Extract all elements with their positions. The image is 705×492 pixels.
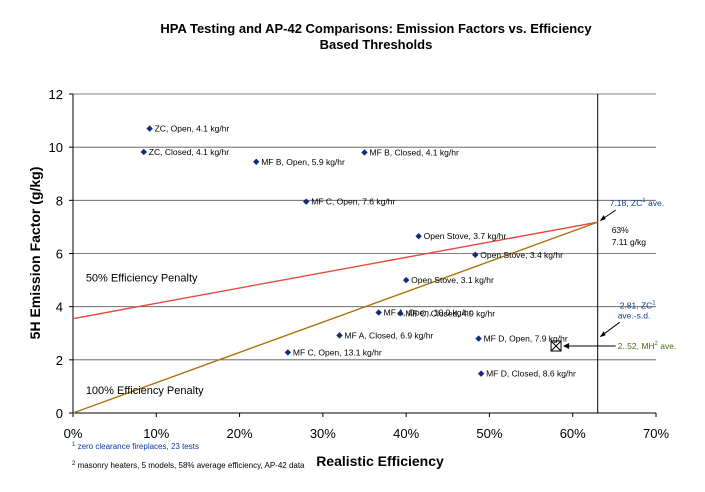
data-points: ZC, Open, 4.1 kg/hr ZC, Closed, 4.1 kg/hr…: [140, 124, 576, 379]
penalty-line: [72, 221, 598, 414]
x-tick-label: 60%: [560, 426, 586, 441]
data-point-marker: [415, 233, 422, 240]
data-point-marker: [146, 125, 153, 132]
penalty-line: [72, 221, 598, 320]
y-tick-label: 2: [56, 353, 63, 368]
data-point-label: MF A, Open, 10.0 kg/hr: [384, 308, 472, 318]
data-point-marker: [375, 309, 382, 316]
x-tick-label: 70%: [643, 426, 669, 441]
data-point-marker: [361, 149, 368, 156]
data-point-label: MF C, Open, 13.1 kg/hr: [293, 347, 382, 357]
intersection-value-label: 7.11 g/kg: [612, 237, 647, 247]
data-point-label: MF D, Closed, 8.6 kg/hr: [486, 369, 576, 379]
x-axis-title: Realistic Efficiency: [316, 453, 444, 469]
y-tick-label: 12: [49, 87, 63, 102]
x-tick-label: 10%: [143, 426, 169, 441]
zc-sd-label-line1: 2.81, ZC1: [620, 300, 657, 310]
y-tick-label: 6: [56, 247, 63, 262]
data-point-marker: [472, 251, 479, 259]
data-point-marker: [477, 370, 485, 377]
mh-average-marker-cross: [550, 340, 562, 352]
intersection-percent-label: 63%: [612, 225, 629, 235]
x-tick-label: 20%: [227, 426, 253, 441]
x-tick-label: 0%: [64, 426, 83, 441]
penalty-line-label: 50% Efficiency Penalty: [86, 272, 198, 284]
chart-title-line1: HPA Testing and AP-42 Comparisons: Emiss…: [160, 21, 592, 36]
data-point-label: ZC, Closed, 4.1 kg/hr: [149, 147, 229, 157]
data-point-marker: [140, 148, 147, 156]
chart-title-line2: Based Thresholds: [320, 37, 433, 52]
data-point-marker: [253, 158, 260, 165]
footnotes: 1 zero clearance fireplaces, 23 tests 2 m…: [72, 442, 305, 470]
data-point-label: MF B, Closed, 4.1 kg/hr: [370, 147, 459, 157]
data-point-label: ZC, Open, 4.1 kg/hr: [155, 124, 230, 134]
x-tick-label: 30%: [310, 426, 336, 441]
data-point-label: Open Stove, 3.4 kg/hr: [480, 250, 563, 260]
data-point-label: MF C, Open, 7.6 kg/hr: [311, 197, 395, 207]
data-point-label: MF D, Open, 7.9 kg/hr: [484, 334, 568, 344]
y-tick-label: 10: [49, 140, 63, 155]
penalty-line-label: 100% Efficiency Penalty: [86, 385, 204, 397]
x-tick-label: 40%: [393, 426, 419, 441]
data-point-label: MF C, Closed, 4.9 kg/hr: [405, 308, 495, 318]
zc-sd-label-line2: ave.-s.d.: [618, 310, 651, 320]
data-point-marker: [336, 332, 343, 339]
zc-ave-label: 7.18, ZC1 ave.: [610, 198, 664, 208]
footnote: 2 masonry heaters, 5 models, 58% average…: [72, 461, 305, 470]
y-tick-label: 4: [56, 300, 63, 315]
y-axis-title: 5H Emission Factor (g/kg): [27, 167, 43, 340]
data-point-marker: [475, 335, 482, 342]
axes: 0 2 4 6 8 10 12 0% 10% 20% 30% 40% 50% 60% 70%: [49, 87, 670, 441]
gridlines: [73, 93, 656, 361]
y-tick-label: 8: [56, 193, 63, 208]
data-point-label: MF A, Closed, 6.9 kg/hr: [345, 330, 434, 340]
zc-sd-arrowhead: [599, 331, 606, 338]
data-point-marker: [303, 198, 310, 205]
x-tick-label: 50%: [476, 426, 502, 441]
data-point-label: MF B, Open, 5.9 kg/hr: [261, 157, 345, 167]
data-point-marker: [397, 310, 404, 317]
annotations: 2..52, MH2 ave. 7.18, ZC1 ave. 63% 7.11 g/k…: [550, 198, 677, 352]
mh-average-arrowhead: [563, 343, 570, 350]
footnote: 1 zero clearance fireplaces, 23 tests: [72, 442, 199, 451]
data-point-label: Open Stove, 3.7 kg/hr: [424, 231, 507, 241]
y-tick-label: 0: [56, 406, 63, 421]
penalty-lines: 50% Efficiency Penalty 100% Efficiency Pe…: [72, 94, 599, 414]
zc-ave-arrowhead: [599, 215, 606, 222]
mh-average-label: 2..52, MH2 ave.: [618, 341, 677, 351]
data-point-marker: [284, 349, 292, 356]
data-point-marker: [402, 276, 410, 284]
mh-average-marker: [550, 340, 562, 352]
data-point-label: Open Stove, 3.1 kg/hr: [411, 275, 494, 285]
